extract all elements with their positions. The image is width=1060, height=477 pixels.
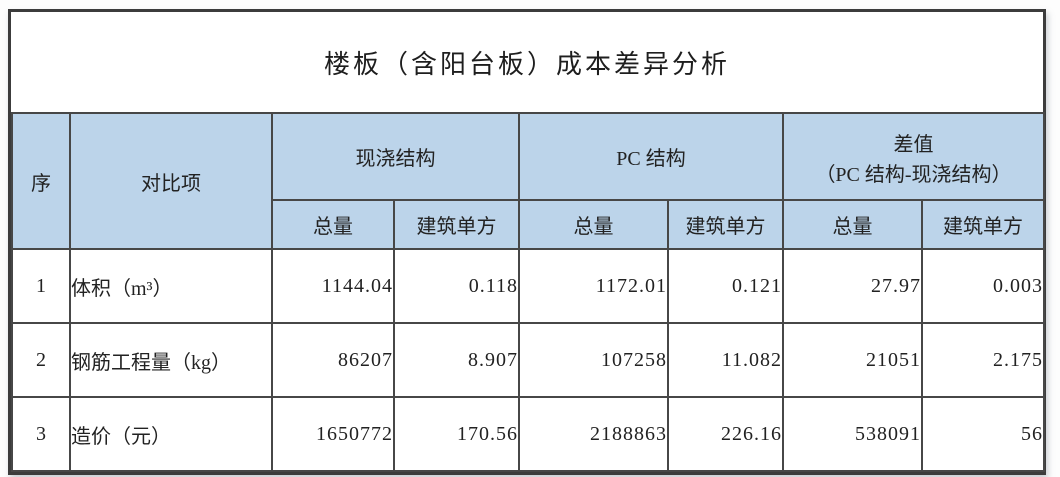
cell-diff-total: 538091 <box>782 396 923 472</box>
cell-cast-total: 1144.04 <box>271 248 395 324</box>
header-item: 对比项 <box>69 112 273 250</box>
cell-diff-per-unit: 0.003 <box>921 248 1045 324</box>
cell-pc-total: 107258 <box>518 322 669 398</box>
row-item: 体积（m³） <box>69 248 273 324</box>
header-group-difference: 差值 （PC 结构-现浇结构） <box>782 112 1045 201</box>
cell-cast-per-unit: 8.907 <box>393 322 520 398</box>
difference-sublabel: （PC 结构-现浇结构） <box>815 163 1012 186</box>
row-seq: 1 <box>11 248 71 324</box>
header-pc-total: 总量 <box>518 199 669 250</box>
row-seq: 2 <box>11 322 71 398</box>
cell-cast-total: 1650772 <box>271 396 395 472</box>
cell-pc-total: 1172.01 <box>518 248 669 324</box>
row-seq: 3 <box>11 396 71 472</box>
cell-diff-total: 21051 <box>782 322 923 398</box>
cell-diff-per-unit: 56 <box>921 396 1045 472</box>
cell-diff-per-unit: 2.175 <box>921 322 1045 398</box>
cost-analysis-table: 楼板（含阳台板）成本差异分析 序 对比项 现浇结构 PC 结构 差值 （PC 结… <box>8 9 1046 475</box>
table-row-cost: 3 造价（元） 1650772 170.56 2188863 226.16 53… <box>11 396 1045 472</box>
header-diff-per-unit: 建筑单方 <box>921 199 1045 250</box>
cell-pc-per-unit: 226.16 <box>667 396 784 472</box>
cost-table: 序 对比项 现浇结构 PC 结构 差值 （PC 结构-现浇结构） 总量 建筑单方… <box>11 112 1045 472</box>
table-row-rebar: 2 钢筋工程量（kg） 86207 8.907 107258 11.082 21… <box>11 322 1045 398</box>
table-row-volume: 1 体积（m³） 1144.04 0.118 1172.01 0.121 27.… <box>11 248 1045 324</box>
cell-pc-total: 2188863 <box>518 396 669 472</box>
cell-cast-total: 86207 <box>271 322 395 398</box>
header-sub-row: 总量 建筑单方 总量 建筑单方 总量 建筑单方 <box>12 199 1045 250</box>
cell-cast-per-unit: 170.56 <box>393 396 520 472</box>
cell-pc-per-unit: 11.082 <box>667 322 784 398</box>
cell-cast-per-unit: 0.118 <box>393 248 520 324</box>
cell-diff-total: 27.97 <box>782 248 923 324</box>
header-group-cast-in-place: 现浇结构 <box>271 112 520 201</box>
header-group-row: 序 对比项 现浇结构 PC 结构 差值 （PC 结构-现浇结构） <box>11 112 1045 250</box>
difference-label: 差值 <box>893 133 934 156</box>
header-diff-total: 总量 <box>782 199 923 250</box>
header-seq: 序 <box>11 112 71 250</box>
row-item: 钢筋工程量（kg） <box>69 322 273 398</box>
row-item: 造价（元） <box>69 396 273 472</box>
header-cast-total: 总量 <box>271 199 395 250</box>
header-group-pc: PC 结构 <box>518 112 784 201</box>
table-title: 楼板（含阳台板）成本差异分析 <box>11 12 1043 112</box>
header-pc-per-unit: 建筑单方 <box>667 199 784 250</box>
header-cast-per-unit: 建筑单方 <box>393 199 520 250</box>
cell-pc-per-unit: 0.121 <box>667 248 784 324</box>
